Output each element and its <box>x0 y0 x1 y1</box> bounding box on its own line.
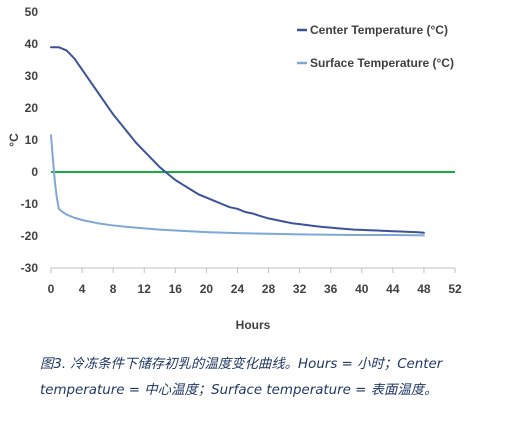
x-tick-label: 40 <box>355 282 369 296</box>
x-tick-label: 24 <box>231 282 245 296</box>
series-lines <box>50 46 425 237</box>
x-tick-label: 16 <box>169 282 183 296</box>
figure-caption: 图3. 冷冻条件下储存初乳的温度变化曲线。Hours = 小时；Center t… <box>40 357 443 398</box>
y-tick-label: -30 <box>21 261 39 275</box>
axes: 0 4 8 12 16 20 24 28 32 36 40 44 48 5250403020100-10-… <box>7 5 462 332</box>
surface-temperature-line <box>50 134 425 237</box>
x-tick-label: 0 <box>48 282 55 296</box>
x-axis-title: Hours <box>236 318 271 332</box>
y-tick-label: 40 <box>25 37 39 51</box>
legend-item-center: Center Temperature (°C) <box>297 23 448 37</box>
y-tick-label: -10 <box>21 197 39 211</box>
legend-label: Surface Temperature (°C) <box>310 56 454 70</box>
x-tick-label: 52 <box>448 282 462 296</box>
x-tick-label: 48 <box>417 282 431 296</box>
legend-label: Center Temperature (°C) <box>310 23 448 37</box>
y-tick-label: -20 <box>21 229 39 243</box>
y-tick-label: 50 <box>25 5 39 19</box>
legend-item-surface: Surface Temperature (°C) <box>297 56 454 70</box>
x-tick-label: 36 <box>324 282 338 296</box>
temperature-chart: 0 4 8 12 16 20 24 28 32 36 40 44 48 5250403020100-10-… <box>7 5 462 332</box>
y-tick-label: 30 <box>25 69 39 83</box>
y-tick-label: 10 <box>25 133 39 147</box>
x-tick-label: 32 <box>293 282 307 296</box>
x-tick-label: 4 <box>79 282 86 296</box>
x-tick-label: 12 <box>138 282 152 296</box>
y-tick-label: 0 <box>31 165 38 179</box>
y-tick-label: 20 <box>25 101 39 115</box>
x-tick-label: 8 <box>110 282 117 296</box>
x-tick-label: 28 <box>262 282 276 296</box>
legend: Center Temperature (°C) Surface Temperatu… <box>297 23 454 70</box>
center-temperature-line <box>50 46 425 234</box>
y-axis-title: °C <box>7 133 21 147</box>
x-tick-label: 20 <box>200 282 214 296</box>
x-tick-label: 44 <box>386 282 400 296</box>
